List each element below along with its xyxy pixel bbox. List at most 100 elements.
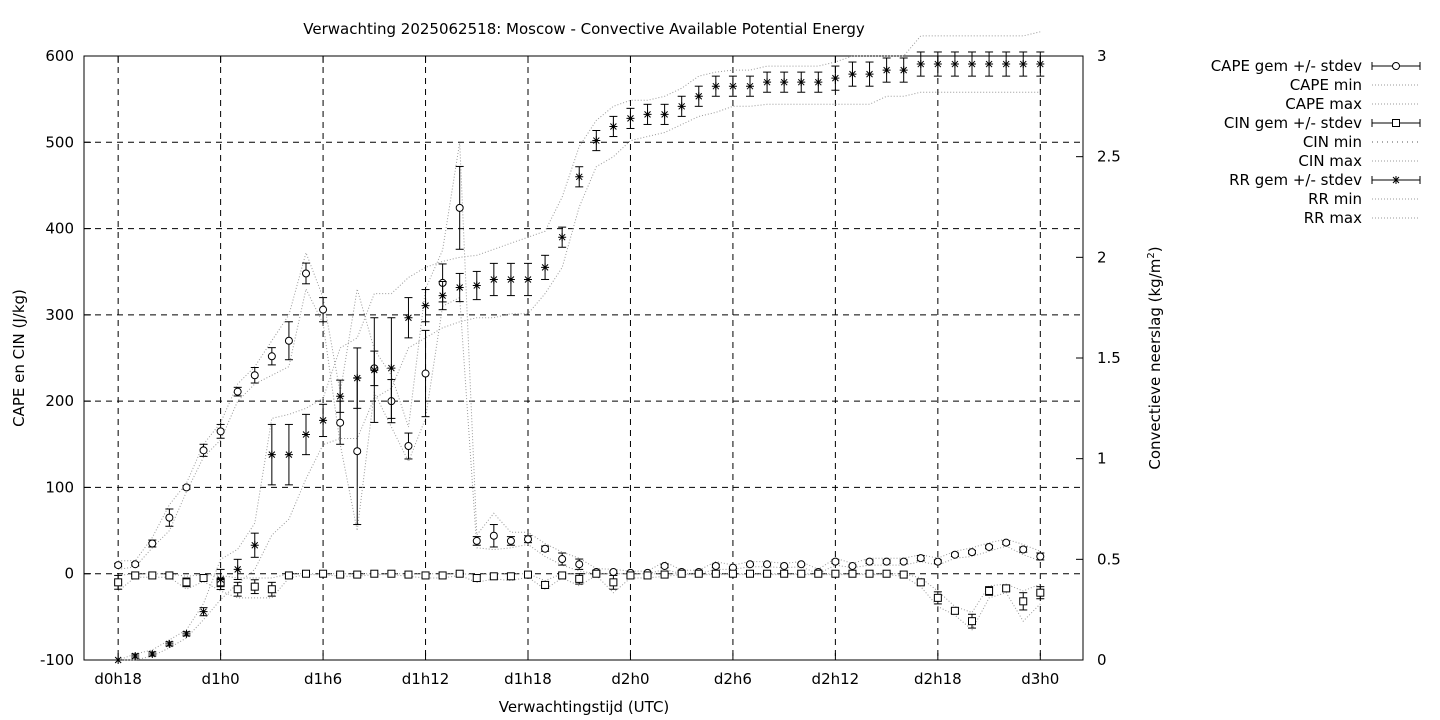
legend-entry: CIN max: [1298, 152, 1362, 170]
legend-entry: CAPE gem +/- stdev: [1211, 57, 1362, 75]
x-tick-label: d0h18: [94, 670, 142, 688]
circle-marker: [489, 531, 498, 540]
y-tick-label: 100: [45, 478, 74, 496]
star-marker: [694, 92, 703, 101]
grid: [84, 56, 1083, 660]
square-marker: [387, 569, 396, 578]
series-line: [118, 142, 1041, 572]
legend-entry: RR gem +/- stdev: [1229, 171, 1362, 189]
square-marker: [284, 571, 293, 580]
square-marker: [660, 570, 669, 579]
square-marker: [250, 582, 259, 591]
circle-marker: [506, 536, 515, 545]
circle-marker: [1392, 62, 1400, 70]
star-marker: [114, 656, 123, 664]
star-marker: [404, 313, 413, 322]
x-tick-label: d2h0: [611, 670, 649, 688]
star-marker: [233, 565, 242, 574]
square-marker: [421, 571, 430, 580]
circle-marker: [199, 446, 208, 455]
y-tick-label: 0: [64, 565, 74, 583]
square-marker: [131, 571, 140, 580]
star-marker: [609, 122, 618, 131]
star-marker: [848, 70, 857, 79]
circle-marker: [131, 560, 140, 569]
star-marker: [985, 60, 994, 69]
x-tick-label: d1h18: [504, 670, 552, 688]
circle-marker: [1019, 545, 1028, 554]
circle-marker: [233, 387, 242, 396]
circle-marker: [848, 561, 857, 570]
star-marker: [370, 366, 379, 375]
square-marker: [558, 571, 567, 580]
circle-marker: [609, 567, 618, 576]
star-marker: [455, 283, 464, 292]
circle-marker: [302, 269, 310, 278]
legend-entry: CAPE max: [1285, 95, 1362, 113]
star-marker: [284, 450, 293, 459]
star-marker: [831, 74, 840, 83]
square-marker: [489, 572, 498, 581]
circle-marker: [216, 427, 225, 436]
square-marker: [336, 570, 345, 579]
square-marker: [472, 574, 481, 583]
circle-marker: [882, 557, 891, 566]
star-marker: [302, 430, 310, 439]
y2-axis-label: Convectieve neerslag (kg/m2): [1146, 246, 1164, 469]
square-marker: [233, 585, 242, 594]
star-marker: [353, 374, 362, 383]
square-marker: [541, 580, 550, 589]
circle-marker: [284, 336, 293, 345]
circle-marker: [558, 555, 567, 564]
series-group: [114, 51, 1045, 664]
square-marker: [319, 569, 328, 578]
star-marker: [267, 450, 276, 459]
circle-marker: [319, 305, 328, 314]
square-marker: [302, 569, 310, 578]
square-marker: [404, 570, 413, 579]
star-marker: [916, 60, 925, 69]
star-marker: [728, 82, 737, 91]
square-marker: [899, 570, 908, 579]
circle-marker: [916, 554, 925, 563]
axes: d0h18 d1h0 d1h6 d1h12 d1h18 d2h0 d2h6 d2h12 d2h1…: [40, 47, 1121, 688]
circle-marker: [165, 513, 174, 522]
circle-marker: [148, 539, 157, 548]
square-marker: [1002, 584, 1011, 593]
square-marker: [626, 571, 635, 580]
circle-marker: [114, 561, 123, 570]
star-marker: [1392, 176, 1400, 184]
plot-series: [114, 31, 1045, 664]
square-marker: [643, 571, 652, 580]
square-marker: [848, 569, 857, 578]
star-marker: [250, 541, 259, 550]
y-tick-label: 300: [45, 306, 74, 324]
square-marker: [455, 569, 464, 578]
y2-tick-label: 0: [1097, 651, 1107, 669]
star-marker: [968, 60, 976, 69]
y2-tick-label: 1.5: [1097, 349, 1121, 367]
square-marker: [267, 585, 276, 594]
square-marker: [916, 578, 925, 587]
circle-marker: [336, 418, 345, 427]
circle-marker: [797, 560, 806, 569]
x-tick-label: d1h0: [202, 670, 240, 688]
x-tick-label: d3h0: [1021, 670, 1059, 688]
square-marker: [114, 578, 123, 587]
square-marker: [1036, 588, 1045, 597]
star-marker: [131, 651, 140, 660]
circle-marker: [1036, 552, 1045, 561]
circle-marker: [899, 557, 908, 566]
x-tick-label: d1h12: [402, 670, 450, 688]
y-tick-label: 600: [45, 47, 74, 65]
star-marker: [182, 629, 191, 638]
square-marker: [677, 569, 686, 578]
square-marker: [575, 574, 584, 583]
star-marker: [1002, 60, 1011, 69]
circle-marker: [831, 557, 840, 566]
square-marker: [353, 570, 362, 579]
square-marker: [814, 569, 823, 578]
star-marker: [1036, 60, 1045, 69]
circle-marker: [575, 560, 584, 569]
